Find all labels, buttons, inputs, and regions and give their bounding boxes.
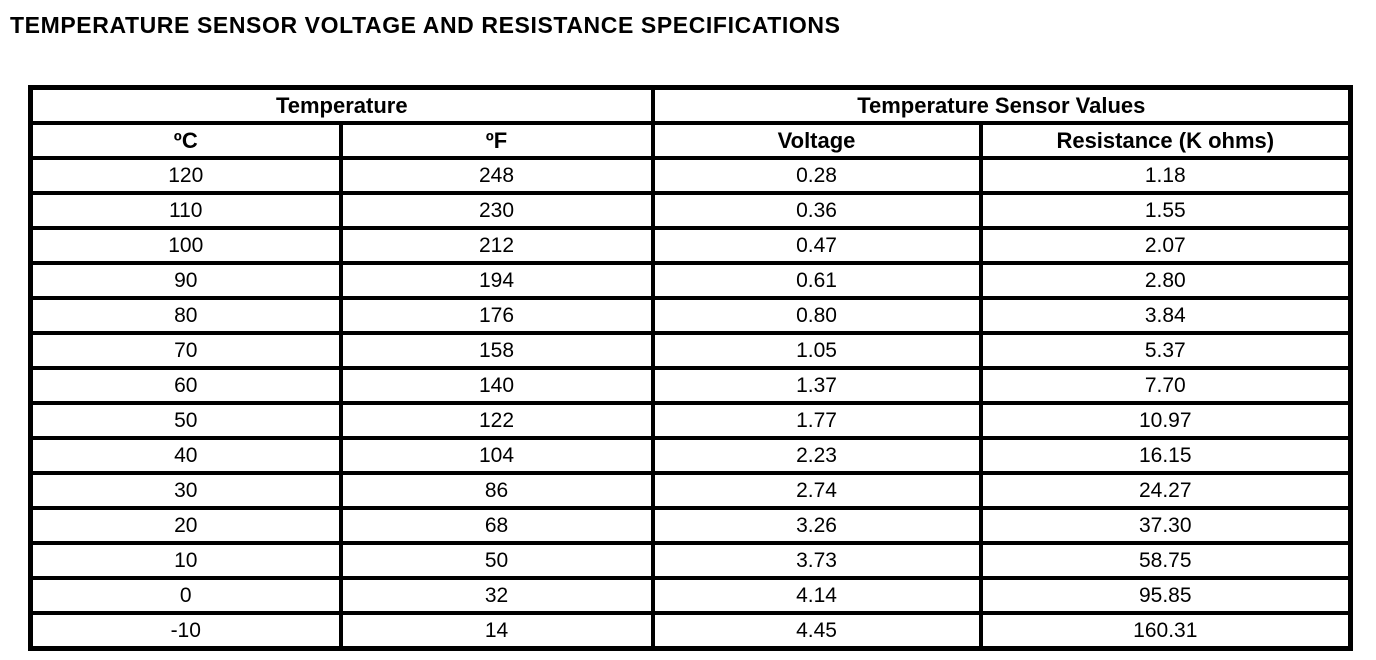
table-cell: -10 xyxy=(28,611,343,651)
table-row: 90 194 0.61 2.80 xyxy=(28,261,1353,300)
table-row: 50 122 1.77 10.97 xyxy=(28,401,1353,440)
table-cell: 1.55 xyxy=(978,191,1353,230)
column-header-celsius: ºC xyxy=(28,121,343,160)
table-row: 10 50 3.73 58.75 xyxy=(28,541,1353,580)
table-cell: 37.30 xyxy=(978,506,1353,545)
table-cell: 30 xyxy=(28,471,343,510)
table-cell: 160.31 xyxy=(978,611,1353,651)
table-body: 120 248 0.28 1.18 110 230 0.36 1.55 100 212 0.47 2.… xyxy=(28,156,1353,651)
table-cell: 40 xyxy=(28,436,343,475)
table-cell: 140 xyxy=(338,366,655,405)
table-cell: 2.23 xyxy=(650,436,983,475)
table-cell: 110 xyxy=(28,191,343,230)
group-header-row: Temperature Temperature Sensor Values xyxy=(28,85,1353,125)
table-cell: 0 xyxy=(28,576,343,615)
column-header-fahrenheit: ºF xyxy=(338,121,655,160)
table-cell: 10 xyxy=(28,541,343,580)
page-title: TEMPERATURE SENSOR VOLTAGE AND RESISTANC… xyxy=(10,12,841,38)
table-row: 20 68 3.26 37.30 xyxy=(28,506,1353,545)
table-cell: 50 xyxy=(338,541,655,580)
table-cell: 24.27 xyxy=(978,471,1353,510)
temperature-sensor-spec-table: Temperature Temperature Sensor Values ºC… xyxy=(28,85,1354,651)
table-cell: 194 xyxy=(338,261,655,300)
table-row: 110 230 0.36 1.55 xyxy=(28,191,1353,230)
table-cell: 1.05 xyxy=(650,331,983,370)
table-cell: 2.80 xyxy=(978,261,1353,300)
table-cell: 1.37 xyxy=(650,366,983,405)
table-cell: 0.61 xyxy=(650,261,983,300)
table-cell: 80 xyxy=(28,296,343,335)
table-cell: 1.77 xyxy=(650,401,983,440)
table-cell: 2.74 xyxy=(650,471,983,510)
group-header-sensor-values: Temperature Sensor Values xyxy=(650,85,1353,125)
table-cell: 2.07 xyxy=(978,226,1353,265)
table-cell: 14 xyxy=(338,611,655,651)
table-cell: 7.70 xyxy=(978,366,1353,405)
table-cell: 0.80 xyxy=(650,296,983,335)
table-cell: 32 xyxy=(338,576,655,615)
table-cell: 158 xyxy=(338,331,655,370)
table-cell: 68 xyxy=(338,506,655,545)
table-cell: 60 xyxy=(28,366,343,405)
table-cell: 58.75 xyxy=(978,541,1353,580)
table-cell: 176 xyxy=(338,296,655,335)
table-cell: 3.26 xyxy=(650,506,983,545)
table-cell: 122 xyxy=(338,401,655,440)
column-header-row: ºC ºF Voltage Resistance (K ohms) xyxy=(28,121,1353,160)
table-cell: 248 xyxy=(338,156,655,195)
table-cell: 90 xyxy=(28,261,343,300)
column-header-resistance: Resistance (K ohms) xyxy=(978,121,1353,160)
table-cell: 70 xyxy=(28,331,343,370)
table-cell: 3.73 xyxy=(650,541,983,580)
table-row: -10 14 4.45 160.31 xyxy=(28,611,1353,651)
column-header-voltage: Voltage xyxy=(650,121,983,160)
table-cell: 20 xyxy=(28,506,343,545)
table-cell: 95.85 xyxy=(978,576,1353,615)
table-row: 120 248 0.28 1.18 xyxy=(28,156,1353,195)
table-cell: 86 xyxy=(338,471,655,510)
table-header: Temperature Temperature Sensor Values ºC… xyxy=(28,85,1353,160)
table-row: 40 104 2.23 16.15 xyxy=(28,436,1353,475)
table-cell: 16.15 xyxy=(978,436,1353,475)
table-cell: 1.18 xyxy=(978,156,1353,195)
table-cell: 5.37 xyxy=(978,331,1353,370)
table-cell: 120 xyxy=(28,156,343,195)
group-header-temperature: Temperature xyxy=(28,85,655,125)
table-cell: 4.14 xyxy=(650,576,983,615)
table-row: 60 140 1.37 7.70 xyxy=(28,366,1353,405)
table-cell: 0.28 xyxy=(650,156,983,195)
table-cell: 100 xyxy=(28,226,343,265)
table-row: 100 212 0.47 2.07 xyxy=(28,226,1353,265)
table-cell: 50 xyxy=(28,401,343,440)
table-row: 70 158 1.05 5.37 xyxy=(28,331,1353,370)
table-cell: 230 xyxy=(338,191,655,230)
table-cell: 4.45 xyxy=(650,611,983,651)
table-row: 30 86 2.74 24.27 xyxy=(28,471,1353,510)
table-cell: 0.36 xyxy=(650,191,983,230)
table-cell: 3.84 xyxy=(978,296,1353,335)
table-row: 0 32 4.14 95.85 xyxy=(28,576,1353,615)
table-cell: 10.97 xyxy=(978,401,1353,440)
table-cell: 212 xyxy=(338,226,655,265)
table-row: 80 176 0.80 3.84 xyxy=(28,296,1353,335)
table-cell: 0.47 xyxy=(650,226,983,265)
table-cell: 104 xyxy=(338,436,655,475)
